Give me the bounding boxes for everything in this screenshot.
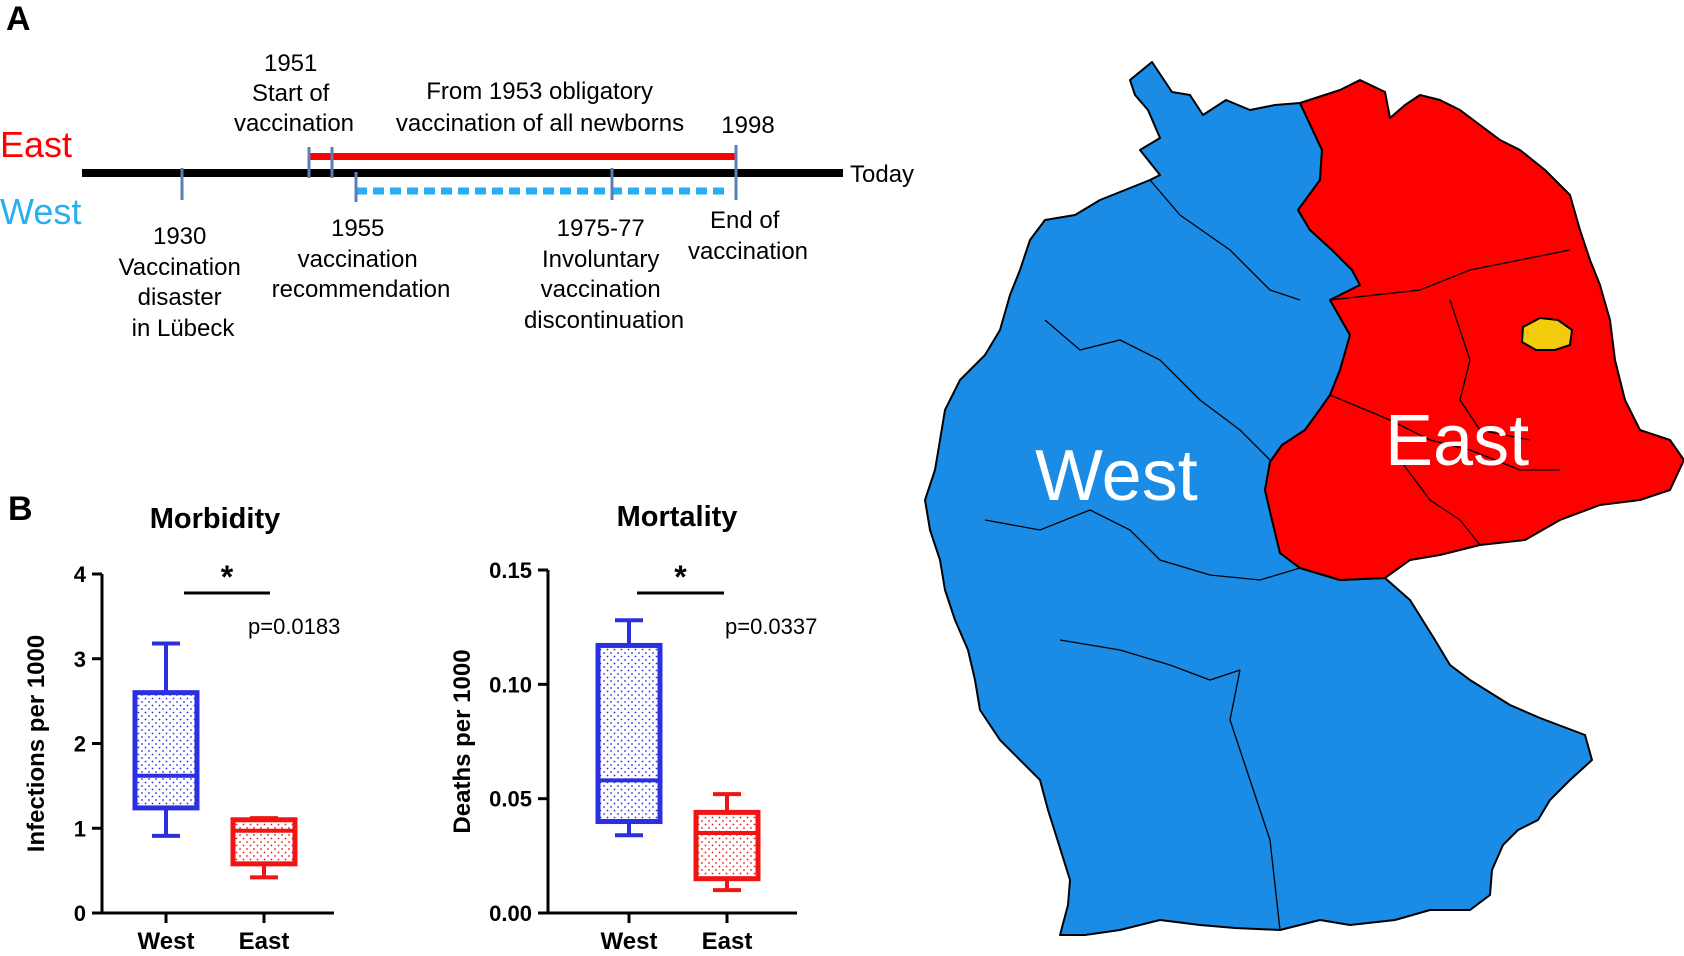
timeline-axis xyxy=(82,169,843,177)
map-region-berlin xyxy=(1520,316,1574,351)
box-west xyxy=(595,618,663,838)
significance-star: * xyxy=(674,559,687,595)
map-label-west: West xyxy=(1035,436,1198,516)
box-west xyxy=(132,641,200,838)
box-iqr xyxy=(693,809,761,882)
map-label-east: East xyxy=(1385,401,1529,481)
y-tick-label: 0 xyxy=(74,901,86,926)
chart-title: Morbidity xyxy=(150,503,281,535)
annotation-end-of-vaccination: End of vaccination xyxy=(688,207,808,265)
boxplot-panel: B Morbidity 0 1 2 3 4 Infections per 1000 West E… xyxy=(8,490,817,955)
west-row-label: West xyxy=(0,191,81,232)
box-east xyxy=(230,816,298,880)
box-iqr xyxy=(595,642,663,825)
y-tick-label: 0.00 xyxy=(489,901,532,926)
panel-a-label: A xyxy=(6,0,31,38)
y-axis-label: Deaths per 1000 xyxy=(449,649,476,833)
chart-title: Mortality xyxy=(617,501,738,533)
y-tick-label: 0.10 xyxy=(489,672,532,697)
annotation-1955: 1955 vaccination recommendation xyxy=(272,215,451,303)
y-tick-label: 0.05 xyxy=(489,787,532,812)
x-tick-label: West xyxy=(138,928,195,955)
germany-map: West East xyxy=(924,61,1684,936)
y-tick-label: 3 xyxy=(74,647,86,672)
morbidity-chart: Morbidity 0 1 2 3 4 Infections per 1000 West Eas… xyxy=(23,503,340,955)
annotation-1930: 1930 Vaccination disaster in Lübeck xyxy=(119,223,248,342)
timeline-panel: A East West Today 1951 Start of vaccinat… xyxy=(0,0,914,342)
annotation-1953: From 1953 obligatory vaccination of all … xyxy=(396,78,684,137)
east-vaccination-period xyxy=(310,153,736,160)
box-iqr xyxy=(132,690,200,811)
panel-b-label: B xyxy=(8,490,33,528)
x-tick-label: West xyxy=(601,928,658,955)
y-tick-label: 4 xyxy=(74,562,87,587)
x-tick-label: East xyxy=(702,928,753,955)
annotation-1998: 1998 xyxy=(721,112,774,139)
east-row-label: East xyxy=(0,124,72,165)
timeline-end-label: Today xyxy=(850,161,914,188)
significance-star: * xyxy=(221,559,234,595)
box-iqr xyxy=(230,817,298,867)
y-tick-label: 2 xyxy=(74,732,86,757)
y-axis-label: Infections per 1000 xyxy=(23,635,50,852)
map-region-east xyxy=(1264,79,1684,581)
annotation-1975-77: 1975-77 Involuntary vaccination disconti… xyxy=(524,215,684,334)
annotation-1951: 1951 Start of vaccination xyxy=(234,50,354,137)
map-state-borders xyxy=(984,179,1571,931)
mortality-chart: Mortality 0.00 0.05 0.10 0.15 Deaths per 1000… xyxy=(449,501,817,955)
y-tick-label: 0.15 xyxy=(489,558,532,583)
p-value-label: p=0.0337 xyxy=(725,614,817,639)
p-value-label: p=0.0183 xyxy=(248,614,340,639)
x-tick-label: East xyxy=(239,928,290,955)
box-east xyxy=(693,792,761,893)
y-tick-label: 1 xyxy=(74,816,86,841)
